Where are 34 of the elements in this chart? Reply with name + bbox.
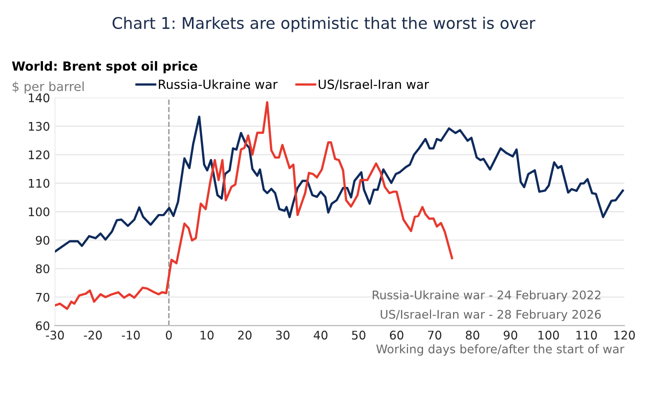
x-tick-label: 60 [390, 330, 404, 340]
x-tick-label: 90 [504, 330, 518, 340]
x-tick-label: 0 [166, 330, 172, 340]
y-tick-label: 110 [28, 178, 50, 188]
y-tick-label: 120 [28, 150, 50, 160]
x-tick-label: 100 [538, 330, 559, 340]
legend-label: US/Israel-Iran war [318, 79, 430, 90]
chart-subtitle: World: Brent spot oil price [12, 61, 198, 74]
y-axis-title: $ per barrel [12, 81, 84, 94]
x-tick-label: 10 [200, 330, 214, 340]
x-axis-title: Working days before/after the start of war [376, 344, 624, 356]
x-tick-label: 50 [352, 330, 366, 340]
x-tick-label: -10 [122, 330, 140, 340]
x-tick-label: -20 [84, 330, 102, 340]
y-tick-label: 100 [28, 207, 50, 216]
x-tick-label: 30 [276, 330, 290, 340]
legend-label: Russia-Ukraine war [158, 79, 278, 90]
y-tick-label: 80 [36, 264, 50, 274]
x-tick-label: 40 [314, 330, 328, 340]
x-tick-label: 80 [466, 330, 480, 340]
x-tick-label: -30 [46, 330, 64, 340]
x-tick-label: 110 [576, 330, 597, 340]
y-tick-label: 140 [28, 93, 50, 102]
y-tick-label: 60 [36, 321, 50, 330]
x-tick-label: 70 [428, 330, 442, 340]
chart-title: Chart 1: Markets are optimistic that the worst is over [112, 16, 536, 32]
x-tick-label: 20 [238, 330, 252, 340]
annotation: US/Israel-Iran war - 28 February 2026 [380, 310, 601, 322]
annotation: Russia-Ukraine war - 24 February 2022 [372, 290, 600, 302]
y-tick-label: 90 [36, 236, 50, 245]
x-tick-label: 120 [614, 330, 635, 340]
line-series [54, 116, 624, 253]
y-tick-label: 130 [28, 122, 50, 131]
y-tick-label: 70 [36, 292, 50, 302]
